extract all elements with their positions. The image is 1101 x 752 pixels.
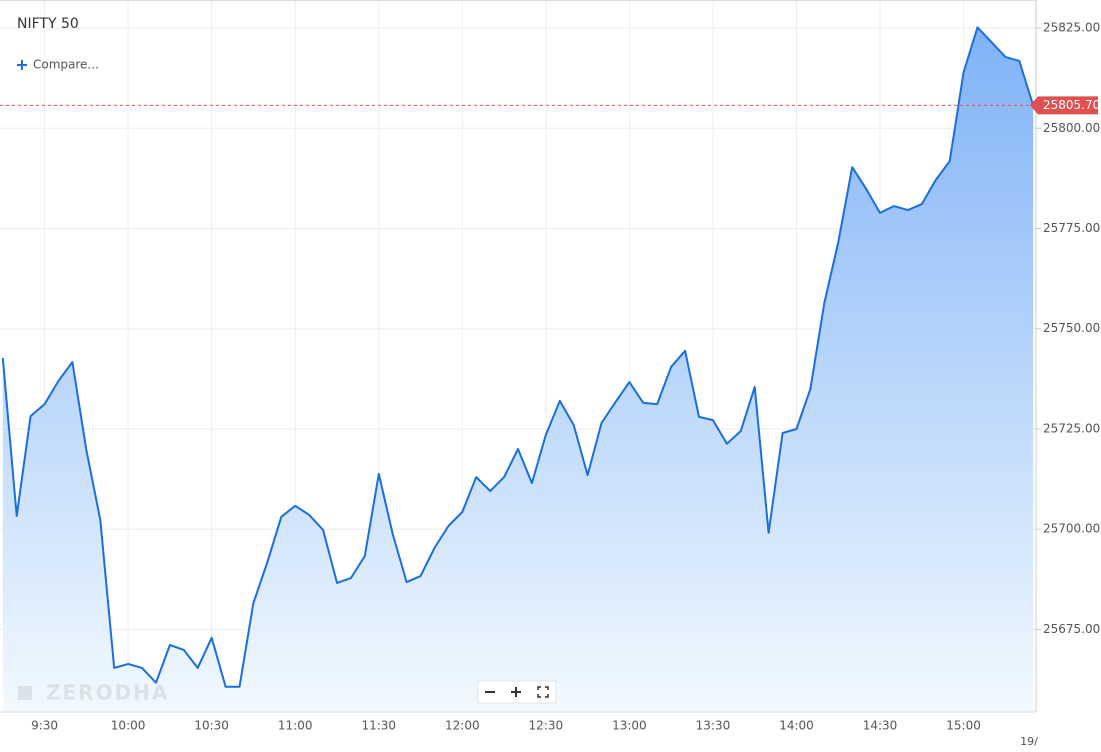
x-tick-label: 13:30 <box>696 719 731 733</box>
zoom-controls <box>477 680 557 704</box>
price-line <box>1 26 1035 688</box>
plot <box>1 26 1035 713</box>
watermark: ZERODHA <box>46 681 169 705</box>
chart-title: NIFTY 50 <box>17 16 79 32</box>
x-tick-label: 10:00 <box>111 719 146 733</box>
x-tick-label: 11:00 <box>278 719 313 733</box>
x-tick-label: 9:30 <box>31 719 58 733</box>
y-tick-label: 25775.00 <box>1043 221 1100 235</box>
watermark-logo <box>18 686 32 700</box>
fullscreen[interactable] <box>537 686 549 698</box>
watermark-group: ZERODHA <box>18 681 169 705</box>
date-label: 19/ <box>1020 735 1038 748</box>
y-tick-label: 25725.00 <box>1043 421 1100 435</box>
x-tick-label: 10:30 <box>194 719 229 733</box>
compare-label[interactable]: Compare... <box>33 58 99 72</box>
y-tick-label: 25750.00 <box>1043 321 1100 335</box>
y-tick-label: 25800.00 <box>1043 121 1100 135</box>
x-tick-label: 12:30 <box>529 719 564 733</box>
plus-icon <box>17 60 27 70</box>
y-tick-label: 25825.00 <box>1043 21 1100 35</box>
y-tick-label: 25700.00 <box>1043 522 1100 536</box>
y-tick-label: 25675.00 <box>1043 622 1100 636</box>
x-tick-label: 12:00 <box>445 719 480 733</box>
area <box>2 27 1034 713</box>
last-price-label: 25805.70 <box>1043 98 1100 112</box>
zoom-in[interactable] <box>511 687 521 697</box>
x-tick-label: 11:30 <box>361 719 396 733</box>
x-tick-label: 13:00 <box>612 719 647 733</box>
x-tick-label: 15:00 <box>946 719 981 733</box>
x-tick-label: 14:00 <box>779 719 814 733</box>
last-price-tag <box>1030 96 1098 115</box>
compare-button[interactable]: Compare... <box>17 58 99 72</box>
x-tick-label: 14:30 <box>863 719 898 733</box>
